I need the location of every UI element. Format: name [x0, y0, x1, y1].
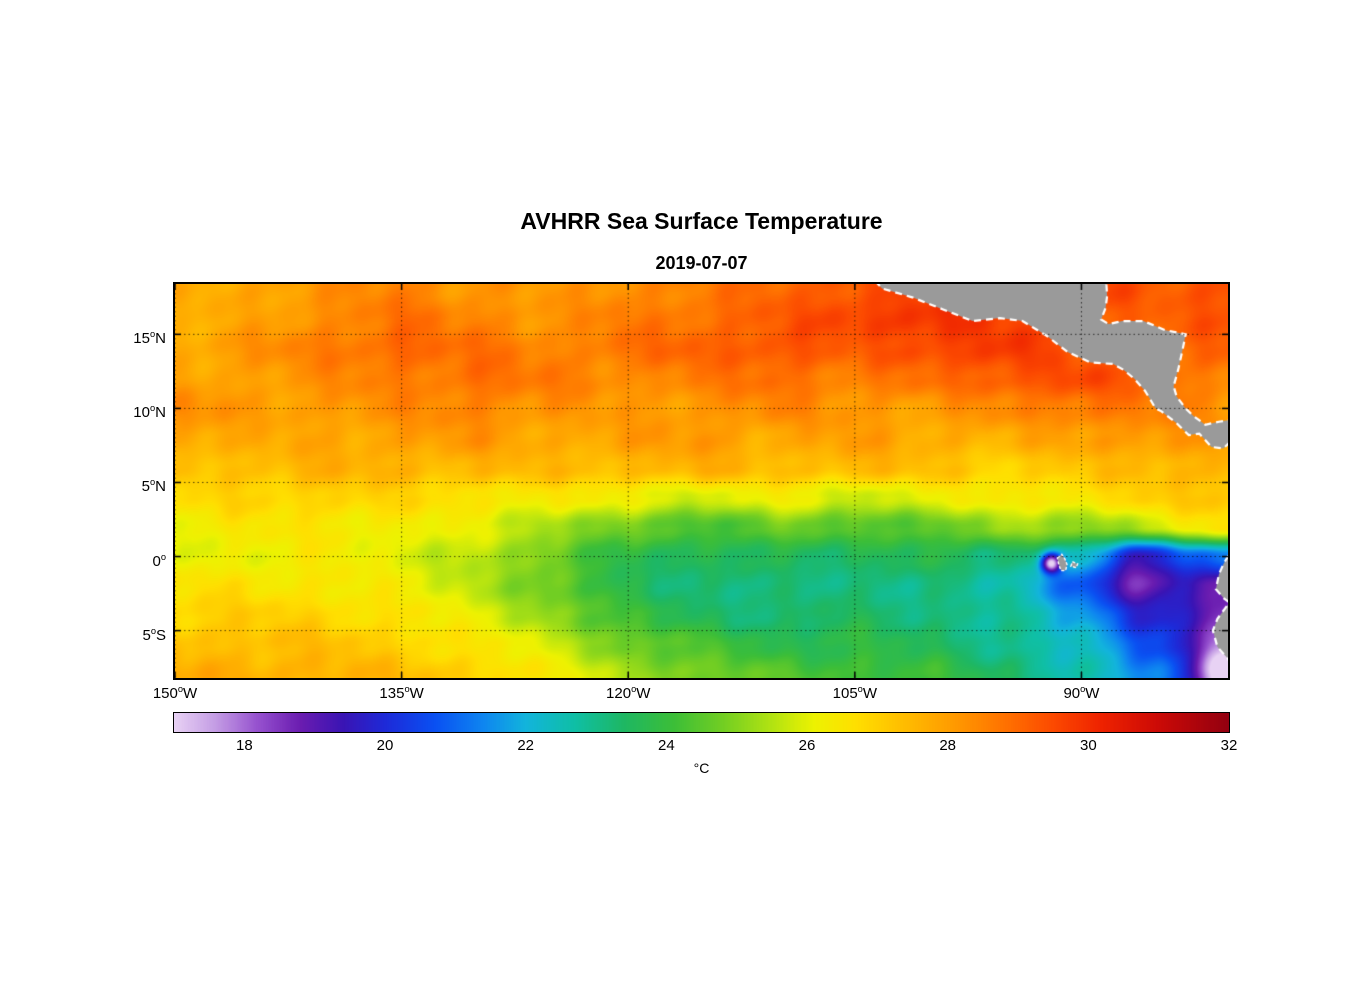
y-tick-label: 10oN: [133, 403, 166, 422]
colorbar-tick-label: 22: [517, 737, 534, 754]
colorbar-tick-labels: 18 20 22 24 26 28 30 32: [173, 737, 1237, 755]
colorbar: [173, 712, 1230, 733]
colorbar-tick-label: 20: [376, 737, 394, 754]
colorbar-canvas: [174, 713, 1229, 732]
x-tick-label: 120oW: [606, 684, 651, 702]
x-axis-tick-labels: 150oW 135oW 120oW 105oW 90oW: [153, 684, 1230, 706]
x-tick-label: 105oW: [832, 684, 878, 702]
y-tick-label: 15oN: [133, 329, 166, 348]
chart-title: AVHRR Sea Surface Temperature: [520, 208, 883, 234]
colorbar-unit-label: °C: [693, 760, 710, 776]
colorbar-tick-label: 24: [657, 737, 675, 754]
x-tick-label: 150oW: [152, 684, 198, 702]
colorbar-tick-label: 30: [1079, 737, 1097, 754]
map-plot-area: [173, 282, 1230, 680]
colorbar-tick-label: 18: [235, 737, 253, 754]
colorbar-tick-label: 32: [1220, 737, 1238, 754]
x-tick-label: 90oW: [1063, 684, 1100, 702]
chart-date-subtitle: 2019-07-07: [655, 253, 748, 273]
y-axis-tick-labels: 15oN 10oN 5oN 0o 5oS: [60, 282, 166, 680]
sst-heatmap-canvas: [175, 284, 1228, 678]
y-tick-label: 5oN: [141, 477, 166, 496]
x-tick-label: 135oW: [379, 684, 424, 702]
y-tick-label: 5oS: [142, 625, 166, 644]
colorbar-tick-label: 26: [798, 737, 816, 754]
y-tick-label: 0o: [152, 551, 166, 570]
colorbar-tick-label: 28: [939, 737, 956, 754]
